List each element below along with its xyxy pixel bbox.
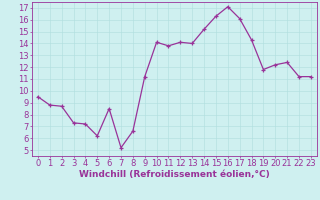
X-axis label: Windchill (Refroidissement éolien,°C): Windchill (Refroidissement éolien,°C) xyxy=(79,170,270,179)
